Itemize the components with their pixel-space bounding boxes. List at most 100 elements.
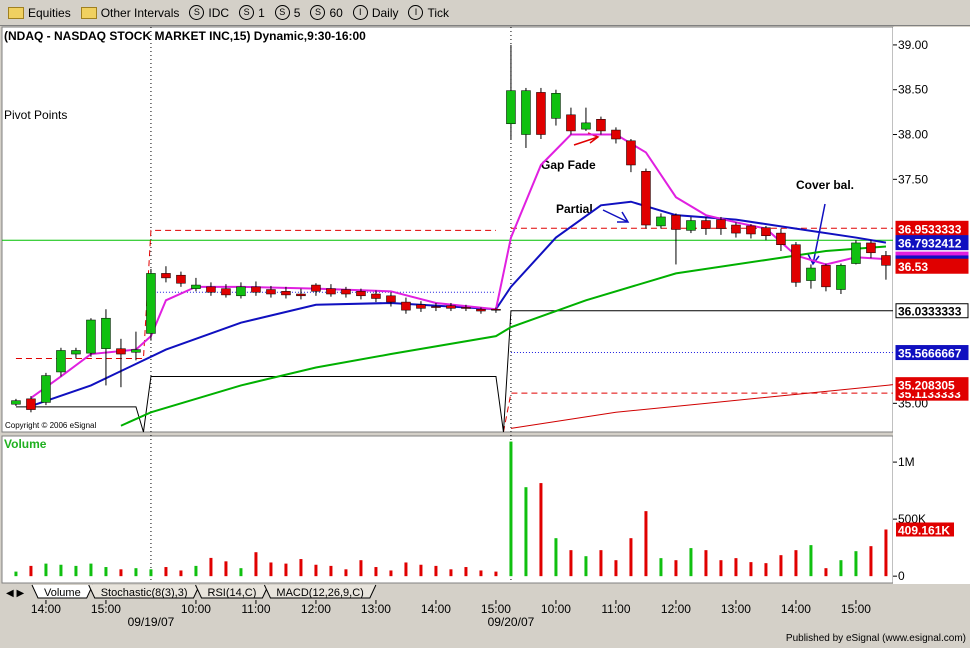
volume-bar [254, 552, 258, 577]
icon: S [310, 5, 326, 20]
icon: S [189, 5, 205, 20]
toolbar-button[interactable]: S 60 [310, 5, 343, 20]
candle-body [836, 265, 846, 290]
scroll-arrows[interactable]: ◀ ▶ [6, 588, 24, 599]
label: Other Intervals [100, 5, 180, 20]
price-tag-label: 36.53 [898, 260, 928, 274]
candle-body [581, 122, 591, 130]
candle-body [386, 295, 396, 303]
toolbar-button[interactable]: I Daily [352, 5, 398, 20]
tab[interactable]: Volume [31, 584, 94, 599]
icon: I [408, 5, 424, 20]
indicator-line [30, 200, 887, 407]
footer: Published by eSignal (www.esignal.com) [785, 633, 966, 644]
volume-bar [269, 562, 273, 577]
arrow [602, 209, 630, 223]
candle-body [851, 242, 861, 264]
x-tick-label: 15:00 [91, 602, 121, 616]
toolbar-button[interactable]: Equities [8, 6, 71, 20]
x-tick-label: 13:00 [721, 602, 751, 616]
volume-bar [29, 565, 33, 577]
candle-body [341, 289, 351, 295]
candle-body [776, 232, 786, 245]
candle-body [101, 317, 111, 349]
indicator-line [15, 229, 496, 360]
volume-bar [434, 565, 438, 577]
volume-bar [809, 545, 813, 577]
tab-label: Stochastic(8(3),3) [101, 587, 188, 599]
indicator-line [120, 245, 887, 427]
volume-bar [539, 483, 543, 577]
candle-body [326, 288, 336, 295]
price-tag-label: 36.9533333 [898, 222, 962, 236]
label: 60 [329, 5, 343, 20]
annotation: Gap Fade [541, 158, 596, 172]
candle-body [521, 90, 531, 135]
tab-shape [31, 584, 94, 599]
volume-bar [584, 556, 588, 577]
x-tick-label: 15:00 [481, 602, 511, 616]
candle-body [191, 284, 201, 289]
volume-bar [119, 569, 123, 577]
candle-body [416, 304, 426, 309]
annotation: Cover bal. [796, 178, 854, 192]
volume-bar [629, 538, 633, 577]
date-label: 09/20/07 [488, 615, 535, 629]
volume-bar [659, 558, 663, 577]
volume-bar [719, 560, 723, 577]
candle-body [41, 375, 51, 403]
volume-bar [689, 548, 693, 577]
date-label: 09/19/07 [128, 615, 175, 629]
volume-bar [614, 560, 618, 577]
volume-title: Volume [4, 437, 47, 451]
volume-bar [314, 564, 318, 577]
volume-bar [854, 551, 858, 577]
toolbar: Equities Other Intervals S IDC S 1 S 5 S 60 I Daily… [0, 0, 970, 26]
copyright: Copyright © 2006 eSignal [5, 421, 97, 430]
volume-bar [299, 559, 303, 577]
label: 5 [293, 5, 301, 20]
volume-bar [104, 567, 108, 577]
volume-bar [179, 570, 183, 577]
volume-bar [344, 569, 348, 577]
volume-panel [1, 435, 894, 584]
volume-bar [59, 564, 63, 577]
volume-bar [509, 441, 513, 577]
toolbar-button[interactable]: S IDC [189, 5, 229, 20]
volume-bar [839, 560, 843, 577]
candle-body [131, 349, 141, 353]
candle-body [716, 219, 726, 229]
candle-body [11, 400, 21, 405]
candle-body [281, 291, 291, 296]
icon: S [274, 5, 290, 20]
label: Tick [427, 5, 450, 20]
volume-bar [209, 557, 213, 577]
volume-bar [239, 568, 243, 577]
candle-body [401, 301, 411, 311]
toolbar-button[interactable]: I Tick [408, 5, 449, 20]
tab-shape [195, 584, 269, 599]
candle-body [251, 286, 261, 293]
candle-body [821, 265, 831, 288]
x-tick-label: 14:00 [31, 602, 61, 616]
label: 1 [258, 5, 265, 20]
volume-bar [224, 561, 228, 577]
tab[interactable]: RSI(14,C) [195, 584, 269, 599]
volume-bar [284, 563, 288, 577]
tab[interactable]: Stochastic(8(3),3) [88, 584, 200, 599]
candle-body [446, 305, 456, 309]
toolbar-button[interactable]: Other Intervals [80, 5, 180, 20]
y-tick-label: 39.00 [898, 38, 928, 52]
price-tag-label: 35.5666667 [898, 347, 962, 361]
volume-bar [869, 546, 873, 577]
indicator-line [510, 384, 894, 429]
volume-bar [599, 550, 603, 577]
tab[interactable]: MACD(12,26,9,C) [263, 584, 377, 599]
candle-body [56, 350, 66, 373]
tab-label: RSI(14,C) [208, 587, 257, 599]
volume-bar [569, 550, 573, 577]
price-tag-label: 36.7932412 [898, 237, 962, 251]
candle-body [491, 308, 501, 311]
